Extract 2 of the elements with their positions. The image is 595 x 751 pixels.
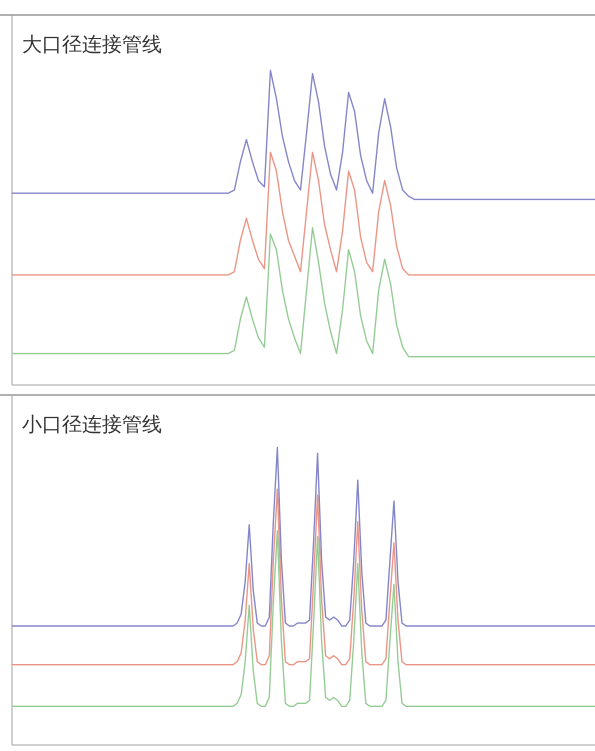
chart-title: 小口径连接管线 (22, 412, 162, 436)
chart-title: 大口径连接管线 (22, 32, 162, 56)
